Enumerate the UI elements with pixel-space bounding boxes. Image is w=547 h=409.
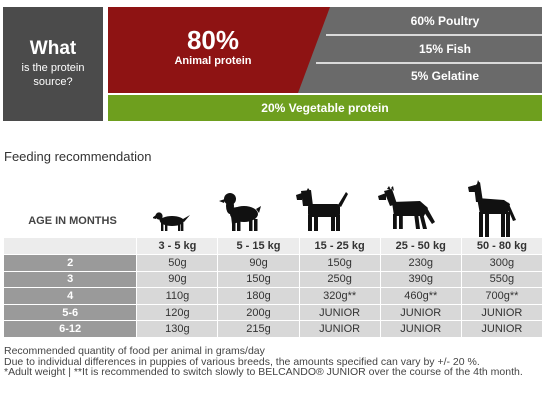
age-cell: 3 bbox=[4, 271, 138, 289]
what-title: What bbox=[29, 38, 77, 59]
gelatine-share: 5% Gelatine bbox=[410, 69, 480, 83]
amount-cell: 390g bbox=[380, 271, 462, 289]
note-line: Recommended quantity of food per animal … bbox=[4, 345, 265, 357]
table-row: 2 50g 90g 150g 230g 300g bbox=[4, 254, 544, 272]
animal-protein-label: Animal protein bbox=[174, 55, 252, 67]
amount-cell: JUNIOR bbox=[299, 304, 381, 322]
what-subtitle: is the protein source? bbox=[21, 62, 85, 88]
amount-cell: JUNIOR bbox=[380, 304, 462, 322]
weight-header: 50 - 80 kg bbox=[461, 238, 544, 256]
great-dane-icon bbox=[466, 180, 520, 238]
weight-header: 15 - 25 kg bbox=[299, 238, 381, 256]
age-cell: 4 bbox=[4, 287, 138, 305]
note-line: Due to individual differences in puppies… bbox=[4, 355, 480, 368]
amount-cell: 150g bbox=[299, 254, 381, 272]
poultry-share: 60% Poultry bbox=[410, 14, 480, 28]
animal-protein-box: 80% Animal protein 60% Poultry 15% Fish … bbox=[108, 7, 542, 93]
amount-cell: 150g bbox=[217, 271, 300, 289]
feeding-notes: Recommended quantity of food per animal … bbox=[4, 346, 544, 378]
animal-protein-background bbox=[108, 7, 542, 93]
age-cell: 5-6 bbox=[4, 304, 138, 322]
amount-cell: 320g** bbox=[299, 287, 381, 305]
animal-protein-percent: 80% bbox=[186, 25, 240, 55]
amount-cell: JUNIOR bbox=[380, 320, 462, 339]
fish-share: 15% Fish bbox=[418, 42, 472, 56]
amount-cell: 230g bbox=[380, 254, 462, 272]
age-cell: 2 bbox=[4, 254, 138, 272]
amount-cell: 460g** bbox=[380, 287, 462, 305]
amount-cell: 550g bbox=[461, 271, 544, 289]
age-cell: 6-12 bbox=[4, 320, 138, 339]
amount-cell: 250g bbox=[299, 271, 381, 289]
amount-cell: 130g bbox=[136, 320, 219, 339]
amount-cell: 90g bbox=[136, 271, 219, 289]
feeding-title: Feeding recommendation bbox=[4, 149, 152, 164]
amount-cell: 200g bbox=[217, 304, 300, 322]
amount-cell: 215g bbox=[217, 320, 300, 339]
amount-cell: 110g bbox=[136, 287, 219, 305]
amount-cell: JUNIOR bbox=[461, 304, 544, 322]
age-header: AGE IN MONTHS bbox=[28, 215, 117, 227]
amount-cell: 120g bbox=[136, 304, 219, 322]
amount-cell: 700g** bbox=[461, 287, 544, 305]
spaniel-icon bbox=[218, 190, 262, 232]
weight-header: 5 - 15 kg bbox=[217, 238, 300, 256]
amount-cell: JUNIOR bbox=[299, 320, 381, 339]
feeding-table-wrap: 3 - 5 kg 5 - 15 kg 15 - 25 kg 25 - 50 kg… bbox=[4, 238, 544, 339]
vegetable-protein-bar: 20% Vegetable protein bbox=[108, 95, 542, 121]
header-corner bbox=[4, 238, 138, 256]
table-row: 6-12 130g 215g JUNIOR JUNIOR JUNIOR bbox=[4, 320, 544, 339]
what-box: What is the protein source? bbox=[3, 7, 103, 121]
table-row: 4 110g 180g 320g** 460g** 700g** bbox=[4, 287, 544, 305]
amount-cell: 180g bbox=[217, 287, 300, 305]
weight-header-row: 3 - 5 kg 5 - 15 kg 15 - 25 kg 25 - 50 kg… bbox=[4, 238, 544, 256]
dachshund-icon bbox=[153, 207, 191, 233]
amount-cell: JUNIOR bbox=[461, 320, 544, 339]
amount-cell: 300g bbox=[461, 254, 544, 272]
weight-header: 25 - 50 kg bbox=[380, 238, 462, 256]
feeding-table: 3 - 5 kg 5 - 15 kg 15 - 25 kg 25 - 50 kg… bbox=[4, 238, 544, 339]
note-line: *Adult weight | **It is recommended to s… bbox=[4, 366, 523, 378]
weight-header: 3 - 5 kg bbox=[136, 238, 219, 256]
amount-cell: 90g bbox=[217, 254, 300, 272]
table-row: 3 90g 150g 250g 390g 550g bbox=[4, 271, 544, 289]
shepherd-icon bbox=[378, 186, 436, 230]
amount-cell: 50g bbox=[136, 254, 219, 272]
table-row: 5-6 120g 200g JUNIOR JUNIOR JUNIOR bbox=[4, 304, 544, 322]
protein-source-panel: What is the protein source? 80% Animal p… bbox=[3, 7, 542, 121]
terrier-icon bbox=[295, 188, 349, 232]
